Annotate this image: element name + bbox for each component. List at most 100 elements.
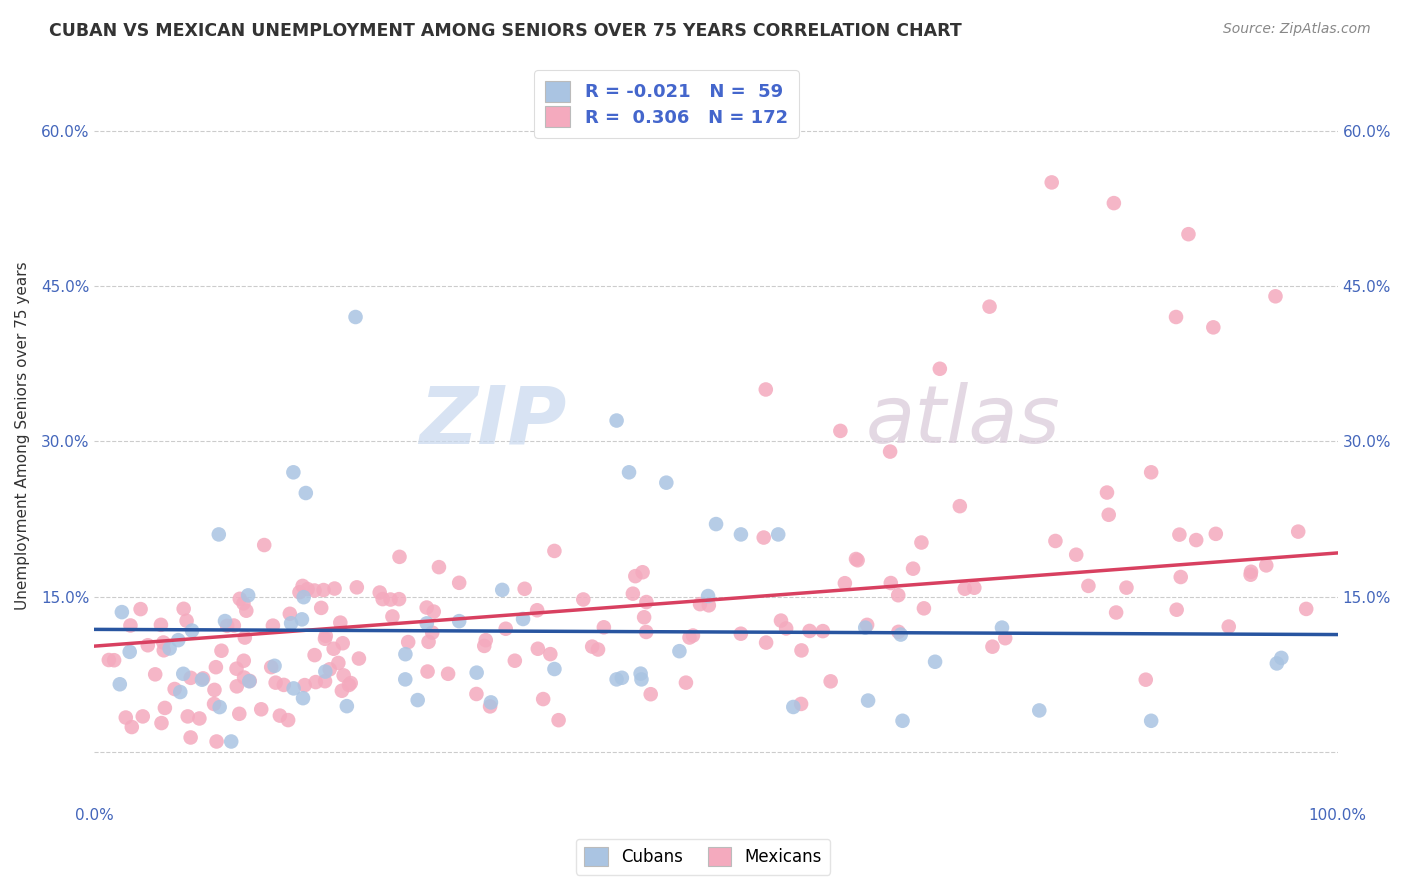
Point <box>1064 548 1087 562</box>
Point <box>253 538 276 552</box>
Point <box>675 675 697 690</box>
Point <box>1115 581 1137 595</box>
Point <box>981 640 1004 654</box>
Point <box>339 676 361 690</box>
Point <box>1095 485 1118 500</box>
Point <box>416 616 439 631</box>
Point <box>606 673 628 687</box>
Point <box>418 635 440 649</box>
Point <box>149 617 172 632</box>
Point <box>1164 310 1187 324</box>
Point <box>527 641 550 656</box>
Point <box>277 713 299 727</box>
Point <box>415 600 437 615</box>
Point <box>169 685 191 699</box>
Point <box>332 636 354 650</box>
Point <box>205 734 228 748</box>
Point <box>775 622 797 636</box>
Point <box>269 708 291 723</box>
Point <box>396 635 419 649</box>
Point <box>928 361 950 376</box>
Point <box>314 665 336 679</box>
Point <box>204 682 226 697</box>
Point <box>879 444 901 458</box>
Point <box>1264 289 1286 303</box>
Point <box>143 667 166 681</box>
Point <box>621 587 644 601</box>
Point <box>856 693 879 707</box>
Point <box>1202 320 1225 334</box>
Point <box>543 544 565 558</box>
Point <box>217 619 239 633</box>
Point <box>640 687 662 701</box>
Point <box>449 614 471 628</box>
Point <box>512 612 534 626</box>
Point <box>1240 565 1263 579</box>
Point <box>910 535 932 549</box>
Point <box>991 621 1014 635</box>
Point <box>472 639 495 653</box>
Point <box>479 699 502 714</box>
Point <box>323 582 346 596</box>
Point <box>280 616 302 631</box>
Point <box>205 660 228 674</box>
Point <box>233 671 256 685</box>
Point <box>830 424 852 438</box>
Point <box>232 596 254 610</box>
Point <box>330 683 353 698</box>
Point <box>314 632 336 646</box>
Point <box>347 651 370 665</box>
Point <box>180 731 202 745</box>
Text: Source: ZipAtlas.com: Source: ZipAtlas.com <box>1223 22 1371 37</box>
Point <box>1077 579 1099 593</box>
Point <box>312 583 335 598</box>
Point <box>1135 673 1157 687</box>
Point <box>150 716 173 731</box>
Point <box>114 710 136 724</box>
Point <box>380 592 402 607</box>
Point <box>337 678 360 692</box>
Point <box>1040 175 1063 189</box>
Point <box>994 631 1017 645</box>
Point <box>846 553 869 567</box>
Point <box>538 647 561 661</box>
Point <box>304 583 326 598</box>
Point <box>1166 603 1188 617</box>
Point <box>491 582 513 597</box>
Point <box>769 614 792 628</box>
Point <box>912 601 935 615</box>
Point <box>1028 703 1050 717</box>
Point <box>1170 570 1192 584</box>
Point <box>294 678 316 692</box>
Point <box>853 621 876 635</box>
Point <box>422 605 444 619</box>
Point <box>755 635 778 649</box>
Point <box>636 624 658 639</box>
Point <box>181 624 204 638</box>
Point <box>633 610 655 624</box>
Point <box>890 627 912 641</box>
Y-axis label: Unemployment Among Seniors over 75 years: Unemployment Among Seniors over 75 years <box>15 261 30 610</box>
Point <box>845 552 868 566</box>
Point <box>636 595 658 609</box>
Point <box>191 672 214 686</box>
Point <box>474 633 496 648</box>
Point <box>887 588 910 602</box>
Point <box>834 576 856 591</box>
Point <box>250 702 273 716</box>
Point <box>260 660 283 674</box>
Point <box>291 579 314 593</box>
Point <box>755 383 778 397</box>
Point <box>416 665 439 679</box>
Point <box>225 662 247 676</box>
Point <box>132 709 155 723</box>
Point <box>610 671 633 685</box>
Point <box>606 413 628 427</box>
Point <box>782 700 804 714</box>
Point <box>631 566 654 580</box>
Point <box>229 591 252 606</box>
Point <box>309 600 332 615</box>
Point <box>111 605 134 619</box>
Point <box>856 618 879 632</box>
Point <box>1265 657 1288 671</box>
